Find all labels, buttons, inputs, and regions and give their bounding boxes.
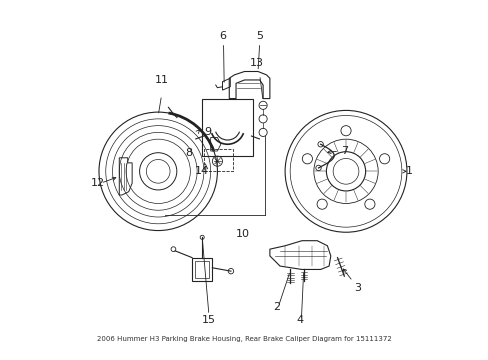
Text: 4: 4 xyxy=(296,315,303,325)
Text: 12: 12 xyxy=(90,178,104,188)
Bar xyxy=(195,261,208,278)
Text: 15: 15 xyxy=(202,315,216,325)
Bar xyxy=(192,258,212,281)
Text: 8: 8 xyxy=(184,148,192,158)
Text: 13: 13 xyxy=(249,58,263,68)
Text: 9: 9 xyxy=(204,127,211,137)
Text: 2: 2 xyxy=(272,302,280,312)
Text: 14: 14 xyxy=(195,166,209,176)
Bar xyxy=(203,149,232,171)
Text: 10: 10 xyxy=(235,229,249,239)
Bar xyxy=(202,99,252,156)
Text: 5: 5 xyxy=(256,31,263,41)
Text: 1: 1 xyxy=(406,166,412,176)
Text: 3: 3 xyxy=(354,283,361,293)
Text: 6: 6 xyxy=(219,31,225,41)
Text: 2006 Hummer H3 Parking Brake Housing, Rear Brake Caliper Diagram for 15111372: 2006 Hummer H3 Parking Brake Housing, Re… xyxy=(97,336,391,342)
Text: 11: 11 xyxy=(154,75,168,85)
Text: 7: 7 xyxy=(340,146,347,156)
